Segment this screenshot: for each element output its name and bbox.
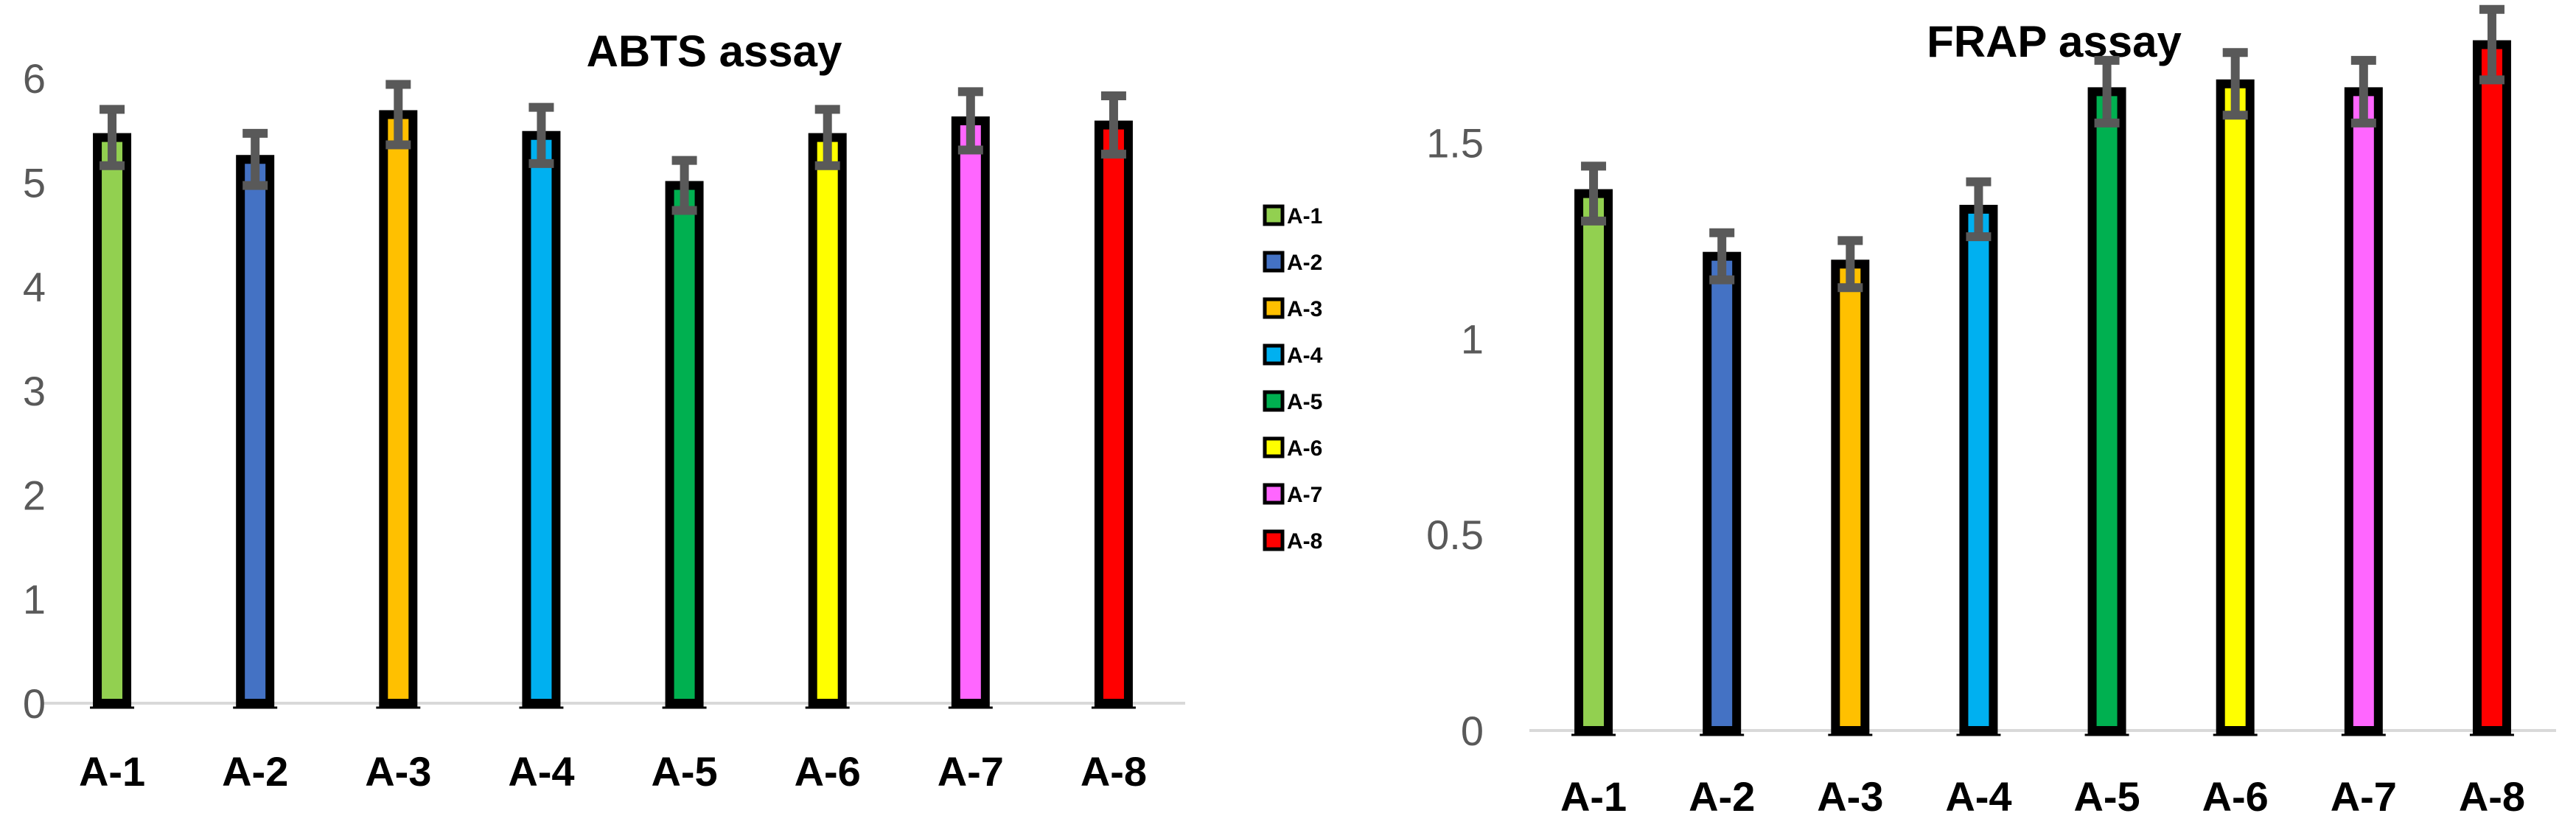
abts-x-tick-label: A-7 (938, 748, 1004, 795)
frap-x-tick-label: A-6 (2202, 773, 2269, 820)
abts-bar (236, 155, 275, 708)
abts-chart: ABTS assay 0 1 2 3 4 5 6 A-1 A-2 A-3 A-4 A-5 A-6 A-7 A… (23, 27, 1185, 795)
frap-x-tick-label: A-5 (2073, 773, 2140, 820)
frap-chart: FRAP assay 0 0.5 1 1.5 A-1 A-2 A-3 A-4 A-5 A-6 A-7… (1426, 4, 2556, 820)
abts-x-tick-label: A-3 (365, 748, 431, 795)
frap-error-bar (2479, 4, 2505, 85)
frap-x-tick-label: A-2 (1689, 773, 1755, 820)
abts-bar (522, 130, 561, 708)
frap-error-bar (1966, 177, 1992, 242)
legend-label: A-3 (1287, 297, 1322, 321)
legend-swatch (1263, 297, 1285, 319)
abts-x-tick-label: A-1 (79, 748, 145, 795)
abts-error-bar (814, 105, 840, 170)
legend-label: A-7 (1287, 483, 1322, 507)
abts-bar (379, 110, 418, 708)
frap-y-tick-label: 0.5 (1426, 512, 1484, 558)
frap-x-tick-label: A-4 (1945, 773, 2011, 820)
legend-label: A-4 (1287, 343, 1323, 368)
frap-error-bar (2222, 48, 2248, 120)
abts-y-tick-label: 2 (23, 472, 46, 518)
legend-swatch (1263, 483, 1285, 505)
frap-bar (1831, 259, 1870, 736)
frap-error-bar (1581, 161, 1607, 226)
abts-error-bar (528, 102, 554, 168)
abts-y-tick-label: 0 (23, 680, 46, 727)
abts-x-tick-label: A-6 (795, 748, 861, 795)
frap-bar (2216, 79, 2255, 735)
abts-error-bar (242, 128, 268, 190)
frap-y-tick-label: 1.5 (1426, 120, 1484, 167)
abts-error-bar (100, 105, 125, 170)
frap-bar (1959, 204, 1998, 735)
abts-y-tick-label: 6 (23, 55, 46, 102)
legend-swatch (1263, 436, 1285, 458)
abts-bar (951, 116, 990, 708)
frap-bars: 0 0.5 1 1.5 A-1 A-2 A-3 A-4 A-5 A-6 A-7 A-8 (1426, 4, 2556, 820)
frap-y-tick-label: 1 (1461, 315, 1484, 362)
abts-x-tick-label: A-4 (508, 748, 574, 795)
abts-y-tick-label: 4 (23, 264, 46, 310)
legend-swatch (1263, 204, 1285, 226)
legend-swatch (1263, 343, 1285, 366)
abts-y-tick-label: 1 (23, 576, 46, 623)
frap-error-bar (1709, 228, 1735, 285)
frap-bar (2087, 87, 2126, 735)
frap-bar (2472, 40, 2511, 736)
abts-x-tick-label: A-5 (651, 748, 717, 795)
abts-chart-title: ABTS assay (587, 27, 842, 76)
abts-bar (1094, 120, 1133, 708)
frap-x-tick-label: A-8 (2459, 773, 2525, 820)
legend-label: A-6 (1287, 436, 1322, 461)
abts-x-tick-label: A-2 (222, 748, 288, 795)
abts-error-bar (671, 156, 697, 215)
frap-bar (2344, 87, 2383, 735)
legend: A-1 A-2 A-3 A-4 A-5 A-6 A-7 A-8 (1263, 204, 1323, 554)
frap-error-bar (2094, 55, 2120, 128)
abts-bar (93, 133, 132, 708)
abts-bar (665, 181, 704, 708)
frap-bar (1703, 251, 1742, 735)
abts-error-bar (385, 80, 411, 150)
abts-x-tick-label: A-8 (1081, 748, 1147, 795)
abts-error-bar (1100, 91, 1126, 159)
legend-swatch (1263, 251, 1285, 273)
frap-x-tick-label: A-1 (1560, 773, 1627, 820)
frap-chart-title: FRAP assay (1927, 17, 2182, 66)
frap-x-tick-label: A-3 (1817, 773, 1883, 820)
frap-error-bar (1837, 236, 1863, 293)
legend-label: A-1 (1287, 204, 1322, 229)
frap-bar (1574, 189, 1613, 736)
legend-swatch (1263, 390, 1285, 412)
abts-y-tick-label: 5 (23, 159, 46, 206)
legend-label: A-5 (1287, 390, 1322, 414)
frap-y-tick-label: 0 (1461, 708, 1484, 754)
abts-bar (808, 133, 847, 708)
abts-error-bar (957, 87, 983, 155)
legend-label: A-2 (1287, 251, 1322, 275)
legend-swatch (1263, 529, 1285, 551)
legend-label: A-8 (1287, 529, 1322, 554)
frap-error-bar (2350, 55, 2376, 128)
frap-x-tick-label: A-7 (2331, 773, 2397, 820)
abts-bars: 0 1 2 3 4 5 6 A-1 A-2 A-3 A-4 A-5 A-6 A-7 A-8 (23, 55, 1185, 795)
abts-y-tick-label: 3 (23, 368, 46, 414)
